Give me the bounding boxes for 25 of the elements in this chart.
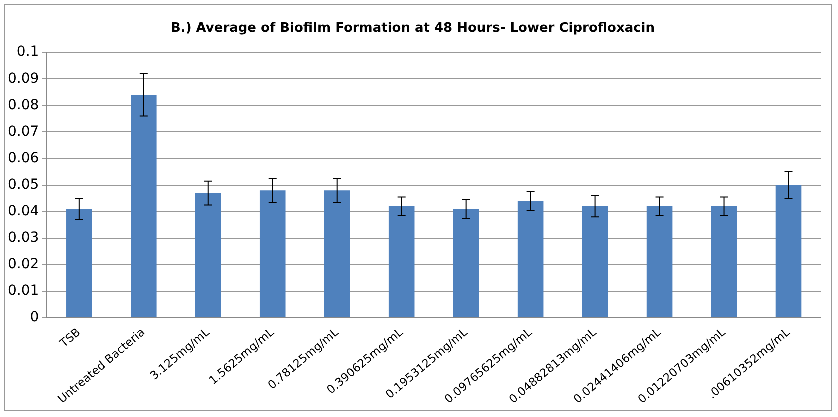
y-tick-label: 0.08 (8, 97, 40, 114)
bar (260, 190, 286, 318)
y-tick-label: 0.04 (8, 204, 40, 220)
x-tick-label: TSB (56, 325, 84, 351)
y-tick-label: 0.05 (8, 176, 40, 193)
y-tick-label: 0.02 (8, 256, 40, 273)
chart-title: B.) Average of Biofilm Formation at 48 Hours- Lower Ciprofloxacin (170, 21, 656, 36)
y-tick-label: 0.07 (8, 124, 40, 140)
y-tick-label: 0.01 (8, 283, 40, 300)
y-tick-label: 0.03 (8, 230, 40, 246)
bar (582, 206, 608, 318)
y-tick-label: 0.1 (16, 44, 40, 60)
bar (66, 209, 92, 318)
y-tick-label: 0.06 (8, 150, 40, 166)
bar (324, 190, 350, 318)
y-tick-label: 0.09 (8, 70, 40, 87)
bar (711, 206, 738, 318)
bar (646, 206, 673, 318)
bar (453, 209, 480, 318)
bar (195, 193, 222, 318)
bar (518, 201, 544, 318)
bar (776, 185, 802, 318)
bar (388, 206, 415, 318)
bar (131, 95, 157, 318)
y-tick-label: 0 (30, 310, 40, 326)
